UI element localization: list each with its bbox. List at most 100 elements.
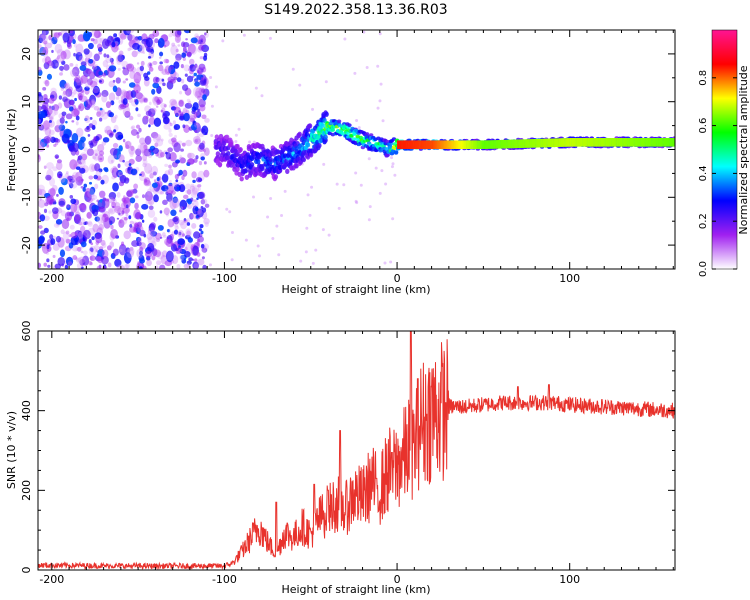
noise-blob [174, 225, 179, 230]
signal-core [669, 138, 671, 147]
signal-core [496, 140, 499, 149]
noise-blob [116, 54, 124, 63]
noise-blob [299, 259, 303, 263]
noise-blob [191, 171, 197, 179]
noise-blob [157, 64, 164, 72]
noise-blob [85, 81, 90, 89]
noise-blob [175, 179, 179, 183]
y-tick-label: 0 [20, 567, 33, 574]
noise-blob [38, 145, 45, 152]
noise-blob [55, 235, 61, 243]
noise-blob [120, 89, 128, 101]
noise-blob [82, 186, 86, 192]
signal-core [602, 138, 605, 147]
noise-blob [268, 36, 272, 40]
signal-core [485, 140, 488, 149]
noise-blob [168, 199, 173, 204]
noise-blob [178, 110, 181, 113]
noise-blob [187, 152, 195, 159]
noise-blob [128, 115, 134, 121]
noise-blob [141, 149, 148, 156]
signal-core [430, 140, 432, 150]
noise-blob [75, 115, 80, 121]
signal-core [438, 140, 441, 150]
signal-cell [232, 166, 237, 172]
noise-blob [91, 98, 96, 105]
signal-core [550, 138, 552, 148]
noise-blob [65, 171, 69, 175]
noise-blob [147, 62, 153, 69]
noise-blob [196, 241, 200, 246]
noise-blob [182, 124, 186, 129]
noise-blob [99, 108, 106, 117]
noise-blob [75, 85, 83, 92]
signal-core [478, 140, 481, 150]
noise-blob [169, 65, 174, 70]
noise-blob [203, 55, 208, 61]
noise-blob [108, 65, 117, 72]
signal-cell [324, 111, 329, 117]
noise-blob [58, 186, 64, 195]
noise-blob [160, 138, 164, 142]
noise-blob [195, 87, 204, 98]
noise-blob [183, 64, 190, 72]
noise-blob [58, 198, 66, 208]
signal-core [537, 138, 540, 148]
noise-blob [75, 166, 81, 171]
noise-blob [97, 154, 105, 163]
noise-blob [99, 107, 103, 111]
noise-blob [189, 65, 194, 69]
noise-blob [42, 87, 47, 91]
noise-blob [93, 53, 100, 62]
noise-blob [194, 33, 199, 39]
noise-blob [79, 167, 86, 174]
noise-blob [38, 189, 46, 196]
noise-blob [155, 134, 162, 141]
noise-blob [110, 100, 115, 106]
noise-blob [210, 104, 214, 108]
noise-blob [169, 179, 172, 184]
noise-blob [101, 93, 108, 103]
noise-blob [44, 79, 50, 87]
noise-blob [176, 263, 181, 269]
noise-blob [70, 236, 78, 246]
noise-blob [173, 61, 180, 69]
signal-core [492, 140, 494, 149]
signal-core [605, 138, 608, 147]
signal-core [437, 140, 439, 150]
noise-blob [86, 211, 92, 219]
noise-blob [175, 223, 179, 228]
noise-blob [51, 49, 54, 54]
noise-blob [190, 45, 198, 55]
signal-core [558, 138, 561, 147]
noise-blob [170, 242, 175, 246]
noise-blob [80, 95, 88, 103]
noise-blob [137, 94, 145, 103]
noise-blob [190, 183, 195, 188]
noise-blob [126, 248, 135, 259]
noise-blob [179, 248, 187, 255]
noise-blob [83, 183, 88, 188]
noise-blob [192, 179, 196, 184]
noise-blob [112, 248, 119, 256]
signal-core [445, 140, 448, 150]
noise-blob [143, 98, 148, 102]
noise-blob [129, 226, 137, 233]
noise-blob [144, 178, 148, 183]
noise-blob [87, 197, 93, 203]
noise-blob [44, 202, 49, 207]
noise-blob [43, 165, 47, 169]
noise-blob [132, 188, 138, 194]
colorbar-label: Normalized spectral amplitude [737, 65, 750, 234]
noise-blob [102, 60, 109, 68]
noise-blob [380, 169, 384, 173]
signal-core [620, 138, 623, 147]
noise-blob [48, 97, 55, 104]
noise-blob [147, 209, 156, 218]
noise-blob [101, 38, 110, 49]
noise-blob [95, 37, 103, 45]
signal-core [658, 138, 660, 147]
noise-blob [75, 257, 82, 263]
signal-core [515, 139, 518, 149]
signal-core [504, 139, 507, 149]
